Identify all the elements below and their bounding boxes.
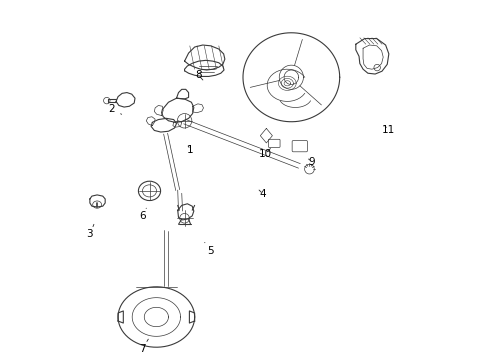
- Text: 10: 10: [259, 149, 272, 159]
- Text: 9: 9: [308, 157, 315, 167]
- Text: 7: 7: [139, 339, 148, 354]
- Text: 11: 11: [381, 125, 394, 135]
- Text: 6: 6: [139, 208, 147, 221]
- Text: 8: 8: [196, 70, 203, 80]
- Text: 4: 4: [259, 189, 267, 199]
- Text: 2: 2: [109, 104, 122, 114]
- Text: 1: 1: [187, 145, 194, 155]
- Text: 3: 3: [87, 224, 94, 239]
- Text: 5: 5: [205, 242, 214, 256]
